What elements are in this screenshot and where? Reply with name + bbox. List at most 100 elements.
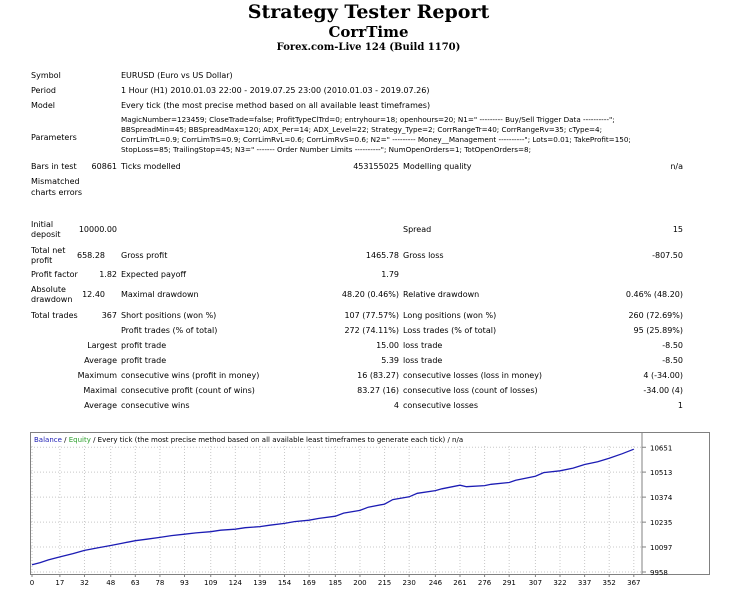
max-drawdown-value: 48.20 (0.46%) xyxy=(341,290,399,299)
loss-trades-label: Loss trades (% of total) xyxy=(403,326,497,335)
report-title: Strategy Tester Report xyxy=(247,1,490,23)
x-tick-label: 261 xyxy=(453,579,466,587)
average-loss-label: loss trade xyxy=(403,356,443,365)
rel-drawdown-value: 0.46% (48.20) xyxy=(625,290,683,299)
average2-label: Average xyxy=(84,401,117,410)
gross-profit-label: Gross profit xyxy=(121,251,168,260)
x-tick-label: 215 xyxy=(378,579,391,587)
maximal-label: Maximal xyxy=(83,386,117,395)
total-trades-label: Total trades xyxy=(31,311,78,320)
maximal-consec-loss-value: -34.00 (4) xyxy=(643,386,683,395)
max-consec-wins-value: 16 (83.27) xyxy=(357,371,399,380)
largest-label: Largest xyxy=(87,341,117,350)
line-layer xyxy=(31,448,635,566)
long-positions-value: 260 (72.69%) xyxy=(628,311,683,320)
x-tick-label: 124 xyxy=(229,579,243,587)
spread-label: Spread xyxy=(403,225,432,234)
server-build: Forex.com-Live 124 (Build 1170) xyxy=(276,42,461,53)
x-tick-label: 169 xyxy=(302,579,315,587)
parameters-line-4: StopLoss=85; TrailingStop=45; N3=" -----… xyxy=(121,145,532,154)
profit-trades-label: Profit trades (% of total) xyxy=(121,326,218,335)
average-loss-value: -8.50 xyxy=(662,356,683,365)
row-largest: Largest profit trade 15.00 loss trade -8… xyxy=(0,338,737,353)
legend-balance: Balance xyxy=(34,436,62,444)
mismatched-label: Mismatched charts errors xyxy=(31,177,83,197)
row-net-profit: Total net profit 658.28 Gross profit 146… xyxy=(0,245,737,267)
row-model: Model Every tick (the most precise metho… xyxy=(0,98,737,113)
bars-value: 60861 xyxy=(91,162,117,171)
average-label: Average xyxy=(84,356,117,365)
maximal-consec-profit-label: consecutive profit (count of wins) xyxy=(121,386,255,395)
short-positions-label: Short positions (won %) xyxy=(121,311,217,320)
row-deposit: Initial deposit 10000.00 Spread 15 xyxy=(0,216,737,245)
total-trades-value: 367 xyxy=(101,311,117,320)
net-profit-value: 658.28 xyxy=(77,251,105,260)
x-tick-label: 93 xyxy=(180,579,189,587)
deposit-value: 10000.00 xyxy=(78,225,117,234)
average-profit-label: profit trade xyxy=(121,356,167,365)
parameters-line-3: CorrLimTrL=0.9; CorrLimTrS=0.9; CorrLimR… xyxy=(121,135,631,144)
x-tick-label: 246 xyxy=(429,579,443,587)
row-average-consec: Average consecutive wins 4 consecutive l… xyxy=(0,398,737,413)
long-positions-label: Long positions (won %) xyxy=(403,311,497,320)
legend-description: / Every tick (the most precise method ba… xyxy=(91,436,463,444)
balance-chart: Balance / Equity / Every tick (the most … xyxy=(30,432,710,588)
largest-profit-label: profit trade xyxy=(121,341,167,350)
average-profit-value: 5.39 xyxy=(381,356,399,365)
y-tick-label: 10235 xyxy=(650,519,672,527)
ticks-label: Ticks modelled xyxy=(121,162,181,171)
balance-chart-svg: Balance / Equity / Every tick (the most … xyxy=(30,432,710,587)
largest-loss-label: loss trade xyxy=(403,341,443,350)
x-tick-label: 0 xyxy=(30,579,34,587)
parameters-line-1: MagicNumber=123459; CloseTrade=false; Pr… xyxy=(121,115,615,124)
abs-drawdown-label: Absolute drawdown xyxy=(31,285,73,304)
row-profit-factor: Profit factor 1.82 Expected payoff 1.79 xyxy=(0,267,737,282)
row-parameters: Parameters MagicNumber=123459; CloseTrad… xyxy=(0,113,737,159)
x-tick-label: 32 xyxy=(80,579,89,587)
symbol-label: Symbol xyxy=(31,71,61,80)
y-tick-label: 9958 xyxy=(650,569,668,577)
y-tick-label: 10513 xyxy=(650,469,672,477)
x-tick-label: 109 xyxy=(204,579,217,587)
legend-equity: Equity xyxy=(69,436,91,444)
x-tick-label: 17 xyxy=(55,579,64,587)
profit-factor-value: 1.82 xyxy=(99,270,117,279)
gross-profit-value: 1465.78 xyxy=(365,251,399,260)
y-tick-label: 10097 xyxy=(650,544,672,552)
y-axis: 10651 10513 10374 10235 10097 9958 xyxy=(641,433,673,577)
row-profit-trades: Profit trades (% of total) 272 (74.11%) … xyxy=(0,323,737,338)
abs-drawdown-value: 12.40 xyxy=(82,290,105,299)
row-mismatched: Mismatched charts errors xyxy=(0,174,737,216)
spread-value: 15 xyxy=(672,225,683,234)
avg-consec-losses-value: 1 xyxy=(677,401,683,410)
model-value: Every tick (the most precise method base… xyxy=(121,101,431,110)
profit-trades-value: 272 (74.11%) xyxy=(344,326,399,335)
row-period: Period 1 Hour (H1) 2010.01.03 22:00 - 20… xyxy=(0,83,737,98)
chart-legend: Balance / Equity / Every tick (the most … xyxy=(34,436,463,444)
max-consec-losses-label: consecutive losses (loss in money) xyxy=(403,371,543,380)
expert-name: CorrTime xyxy=(328,23,409,41)
avg-consec-wins-value: 4 xyxy=(393,401,399,410)
x-tick-label: 63 xyxy=(131,579,140,587)
maximal-consec-loss-label: consecutive loss (count of losses) xyxy=(403,386,538,395)
x-tick-label: 48 xyxy=(106,579,115,587)
report-table: Symbol EURUSD (Euro vs US Dollar) Period… xyxy=(0,68,737,413)
x-axis: 0 17 32 48 63 78 93 109 124 139 154 169 185 200 215 230… xyxy=(30,574,640,587)
x-tick-label: 367 xyxy=(627,579,640,587)
maximal-consec-profit-value: 83.27 (16) xyxy=(357,386,399,395)
x-tick-label: 200 xyxy=(353,579,366,587)
chart-frame xyxy=(30,432,710,575)
avg-consec-wins-label: consecutive wins xyxy=(121,401,190,410)
max-consec-losses-value: 4 (-34.00) xyxy=(643,371,683,380)
quality-value: n/a xyxy=(670,162,683,171)
parameters-label: Parameters xyxy=(31,133,77,142)
x-tick-label: 78 xyxy=(155,579,164,587)
row-maximal: Maximal consecutive profit (count of win… xyxy=(0,383,737,398)
max-consec-wins-label: consecutive wins (profit in money) xyxy=(121,371,260,380)
x-tick-label: 230 xyxy=(402,579,415,587)
period-label: Period xyxy=(31,86,56,95)
row-maximum: Maximum consecutive wins (profit in mone… xyxy=(0,368,737,383)
x-tick-label: 139 xyxy=(253,579,266,587)
short-positions-value: 107 (77.57%) xyxy=(344,311,399,320)
deposit-label: Initial deposit xyxy=(31,220,61,239)
